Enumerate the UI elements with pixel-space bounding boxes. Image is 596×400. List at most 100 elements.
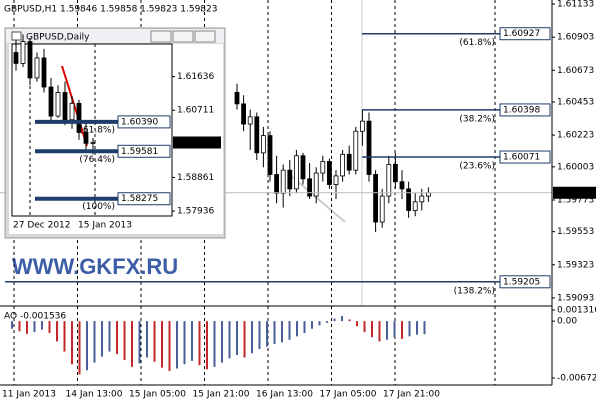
trend-line [289,174,346,223]
x-tick-label: 11 Jan 2013 [2,390,56,400]
watermark: WWW.GKFX.RU [12,254,178,279]
y-tick-label: 1.57936 [177,207,214,217]
y-tick-label: 0.001316 [557,306,596,316]
fib-box [499,27,551,41]
candle-body [353,130,359,171]
fib-value: 1.60071 [503,153,540,163]
fib-value: 1.59205 [503,277,540,287]
candle-body [399,181,405,190]
window-icon [11,31,22,41]
fib-label: (76.4%) [79,155,115,165]
candle-body [13,52,19,64]
fib-value: 1.58275 [121,194,158,204]
x-tick-label: 16 Jan 13:00 [256,390,313,400]
candle-body [313,172,319,197]
candle-body [419,195,425,203]
candle-body [412,201,418,211]
price-box [553,186,596,199]
minimize-button[interactable] [150,30,172,43]
y-tick-label: 1.59093 [557,293,594,303]
candle-body [280,169,286,194]
candle-body [333,175,339,185]
candle-body [247,116,253,125]
y-tick-label: 1.60903 [557,33,594,43]
fib-box [499,103,551,117]
y-tick-label: -0.00672 [557,373,596,383]
candle-body [48,86,54,117]
candle-body [346,153,352,171]
candle-body [392,163,398,183]
fib-value: 1.60390 [121,117,158,127]
candle-body [373,174,379,223]
fib-anchor-line [61,65,88,147]
candle-body [359,120,365,132]
price-box [173,136,221,149]
candle-body [41,57,47,88]
y-tick-label: 1.60673 [557,66,594,76]
y-tick-label: 1.59553 [557,227,594,237]
fib-box [117,144,171,158]
y-tick-label: 1.59773 [557,195,594,205]
fib-label: (138.2%) [454,286,495,296]
fib-box [499,275,551,289]
fib-label: (61.8%) [79,125,115,135]
candle-body [320,161,326,174]
y-tick-label: 1.60453 [557,98,594,108]
candle-body [260,135,266,154]
x-tick-label: 15 Jan 2013 [78,221,132,231]
fib-label: (23.6%) [459,162,495,172]
x-tick-label: 27 Dec 2012 [13,221,71,231]
candle-body [274,174,280,194]
close-button[interactable] [194,30,216,43]
candle-body [55,92,61,117]
y-tick-label: 1.59323 [557,260,594,270]
fib-label: (61.8%) [459,38,495,48]
candle-body [340,153,346,177]
x-tick-label: 15 Jan 05:00 [129,390,186,400]
y-tick-label: 1.61636 [177,72,214,82]
candle-body [241,103,247,125]
candle-body [62,92,68,121]
candle-body [307,178,313,197]
candle-body [34,57,40,79]
candle-body [287,169,293,190]
fib-label: (100%) [82,202,115,212]
candle-body [20,41,26,64]
candle-body [379,195,385,223]
y-tick-label: 1.60223 [557,131,594,141]
candle-body [69,102,75,121]
x-tick-label: 14 Jan 13:00 [66,390,123,400]
candle-body [366,120,372,175]
candle-body [234,91,240,105]
maximize-button[interactable] [172,30,194,43]
candle-body [254,116,260,154]
candle-body [76,102,82,133]
candle-body [27,41,33,79]
x-tick-label: 15 Jan 21:00 [193,390,250,400]
candle-body [326,161,332,185]
window-title: GBPUSD,Daily [26,33,90,43]
candle-body [90,142,96,144]
ao-panel: AO -0.001536 [0,305,552,375]
fib-value: 1.59581 [121,147,158,157]
candle-body [293,155,299,190]
candle-body [386,163,392,197]
y-tick-label: 1.58861 [177,173,214,183]
y-tick-label: 0.00 [557,317,577,327]
price-box-label: 1.59823 [176,138,213,148]
fib-box [499,150,551,164]
candle-body [83,132,89,144]
fib-box [117,115,171,129]
candle-body [267,135,273,175]
fib-value: 1.60927 [503,29,540,39]
x-tick-label: 17 Jan 21:00 [383,390,440,400]
candle-body [406,188,412,211]
candle-body [300,155,306,180]
y-tick-label: 1.60711 [177,106,214,116]
fib-value: 1.60398 [503,105,540,115]
chart-title: GBPUSD,H1 1.59846 1.59858 1.59823 1.5982… [4,5,217,15]
y-tick-label: 1.60003 [557,162,594,172]
fib-box [117,192,171,206]
x-tick-label: 17 Jan 05:00 [320,390,377,400]
